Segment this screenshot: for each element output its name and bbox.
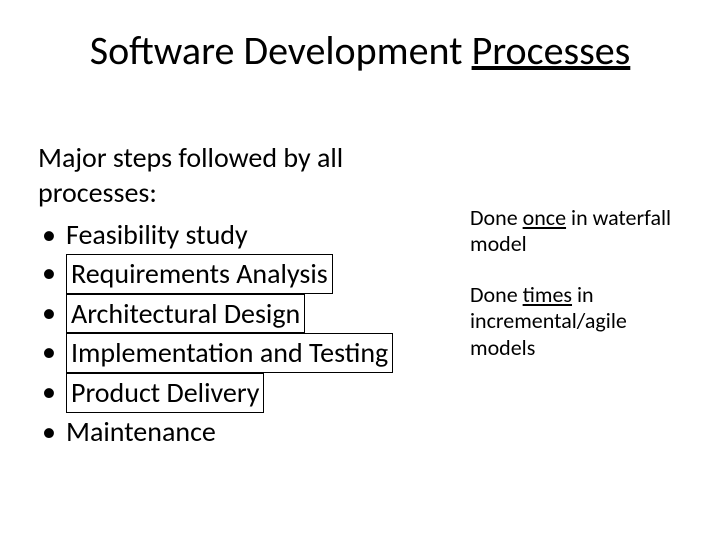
- slide: Software Development Processes Major ste…: [0, 0, 720, 540]
- title-underlined: Processes: [472, 26, 631, 75]
- step-label: Requirements Analysis: [66, 254, 333, 294]
- slide-title: Software Development Processes: [0, 26, 720, 75]
- list-item: Maintenance: [38, 413, 458, 451]
- step-label: Architectural Design: [66, 294, 305, 334]
- annotation-waterfall: Done once in waterfall model: [470, 205, 680, 258]
- title-prefix: Software Development: [90, 26, 472, 75]
- list-item: Architectural Design: [38, 294, 458, 334]
- list-item: Requirements Analysis: [38, 254, 458, 294]
- ann-text: Done: [470, 204, 523, 231]
- steps-list: Feasibility study Requirements Analysis …: [38, 216, 458, 451]
- intro-text: Major steps followed by all processes:: [38, 140, 458, 210]
- step-label: Maintenance: [66, 414, 216, 449]
- list-item: Implementation and Testing: [38, 333, 458, 373]
- body-left: Major steps followed by all processes: F…: [38, 140, 458, 451]
- step-label: Product Delivery: [66, 373, 264, 413]
- list-item: Feasibility study: [38, 216, 458, 254]
- ann-underlined: once: [523, 204, 566, 231]
- step-label: Implementation and Testing: [66, 333, 393, 373]
- step-label: Feasibility study: [66, 217, 248, 252]
- list-item: Product Delivery: [38, 373, 458, 413]
- annotation-agile: Done times in incremental/agile models: [470, 282, 680, 361]
- ann-underlined: times: [523, 281, 572, 308]
- ann-text: Done: [470, 281, 523, 308]
